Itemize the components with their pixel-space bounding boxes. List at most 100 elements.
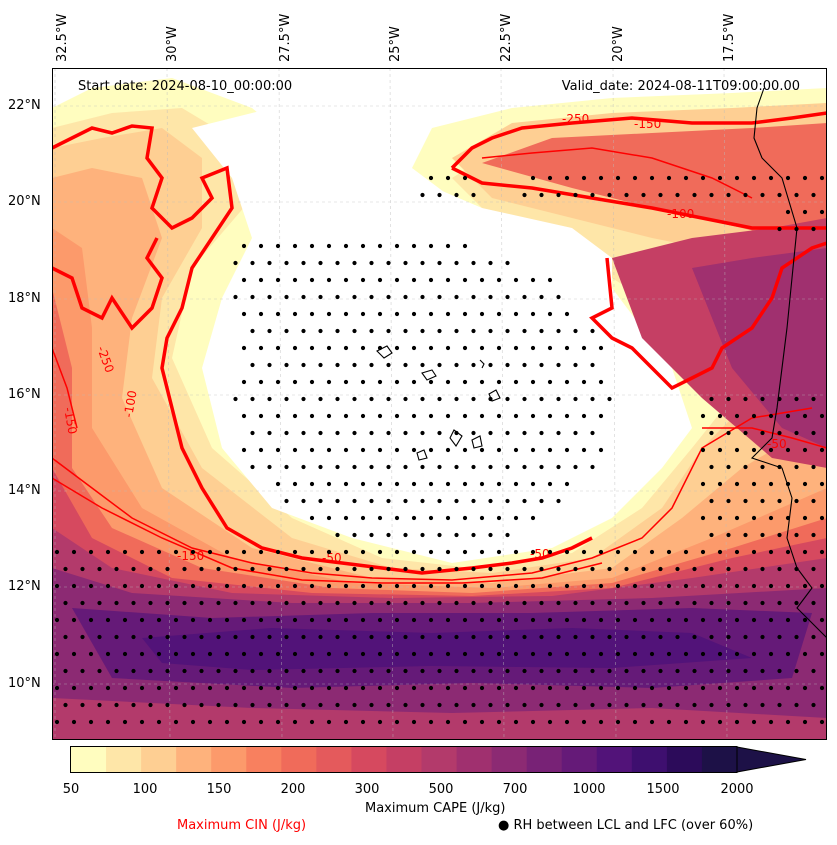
rh-dot	[369, 396, 374, 402]
rh-dot	[462, 243, 468, 249]
rh-dot	[590, 668, 595, 674]
rh-dot	[411, 345, 417, 351]
rh-dot	[734, 481, 740, 487]
rh-dot	[267, 430, 272, 436]
rh-dot	[369, 668, 374, 674]
rh-dot	[590, 464, 595, 470]
rh-dot	[488, 294, 493, 300]
rh-dot	[726, 498, 731, 504]
rh-dot	[564, 617, 570, 623]
rh-dot	[709, 464, 714, 470]
rh-dot	[428, 685, 434, 691]
rh-dot	[632, 617, 638, 623]
rh-dot	[122, 651, 128, 657]
rh-dot	[632, 583, 638, 589]
rh-dot	[607, 600, 612, 606]
rh-dot	[88, 685, 94, 691]
rh-dot	[479, 345, 485, 351]
rh-dot	[105, 549, 111, 555]
rh-dot	[275, 719, 281, 725]
rh-dot	[802, 515, 808, 521]
rh-dot	[658, 634, 663, 640]
rh-dot	[318, 396, 323, 402]
rh-dot	[360, 447, 366, 453]
rh-dot	[675, 702, 680, 708]
rh-dot	[505, 430, 510, 436]
rh-dot	[335, 532, 340, 538]
rh-dot	[318, 634, 323, 640]
rh-dot	[377, 345, 383, 351]
rh-dot	[530, 345, 536, 351]
rh-dot	[607, 192, 612, 198]
rh-dot	[471, 532, 476, 538]
rh-dot	[318, 566, 323, 572]
rh-dot	[301, 260, 306, 266]
rh-dot	[777, 498, 782, 504]
rh-dot	[522, 498, 527, 504]
rh-dot	[250, 294, 255, 300]
rh-dot	[292, 277, 298, 283]
rh-dot	[343, 447, 349, 453]
rh-dot	[768, 685, 774, 691]
rh-dot	[471, 294, 476, 300]
rh-dot	[479, 719, 485, 725]
rh-dot	[54, 617, 60, 623]
rh-dot	[343, 719, 349, 725]
rh-dot	[292, 413, 298, 419]
rh-dot	[573, 600, 578, 606]
rh-dot	[700, 583, 706, 589]
rh-dot	[726, 430, 731, 436]
rh-dot	[505, 634, 510, 640]
rh-dot	[709, 396, 714, 402]
cin-contour-labels: -250 -150 -250 -100 -150 -100 -150 -50 -…	[61, 112, 787, 565]
rh-dot	[624, 668, 629, 674]
rh-dot	[751, 175, 757, 181]
rh-dot	[335, 566, 340, 572]
rh-dot	[564, 481, 570, 487]
rh-dot	[819, 481, 825, 487]
rh-dot	[437, 566, 442, 572]
rh-dot	[734, 685, 740, 691]
rh-dot	[377, 515, 383, 521]
rh-dot	[428, 379, 434, 385]
rh-dot	[403, 362, 408, 368]
rh-dot	[556, 396, 561, 402]
rh-dot	[250, 600, 255, 606]
rh-dot	[403, 702, 408, 708]
rh-dot	[777, 226, 782, 232]
rh-dot	[386, 498, 391, 504]
rh-dot	[471, 498, 476, 504]
rh-dot	[700, 481, 706, 487]
rh-dot	[360, 549, 366, 555]
rh-dot	[360, 515, 366, 521]
rh-dot	[496, 277, 502, 283]
rh-dot	[301, 430, 306, 436]
rh-dot	[360, 277, 366, 283]
rh-dot	[428, 719, 434, 725]
rh-dot	[811, 396, 816, 402]
rh-dot	[794, 702, 799, 708]
rh-dot	[573, 566, 578, 572]
rh-dot	[326, 719, 332, 725]
rh-dot	[292, 719, 298, 725]
rh-dot	[292, 311, 298, 317]
rh-dot	[564, 447, 570, 453]
rh-dot	[751, 617, 757, 623]
rh-dot	[267, 566, 272, 572]
rh-dot	[97, 634, 102, 640]
rh-dot	[309, 719, 315, 725]
rh-dot	[301, 702, 306, 708]
lat-label: 20°N	[8, 194, 41, 209]
colorbar-segment	[631, 747, 668, 772]
rh-dot	[190, 617, 196, 623]
cin-label: -100	[667, 207, 694, 221]
rh-dot	[173, 651, 179, 657]
rh-dot	[454, 430, 459, 436]
rh-dot	[539, 566, 544, 572]
rh-dot	[581, 719, 587, 725]
rh-dot	[275, 277, 281, 283]
rh-dot	[760, 668, 765, 674]
rh-dot	[454, 532, 459, 538]
rh-dot	[445, 413, 451, 419]
rh-dot	[360, 311, 366, 317]
